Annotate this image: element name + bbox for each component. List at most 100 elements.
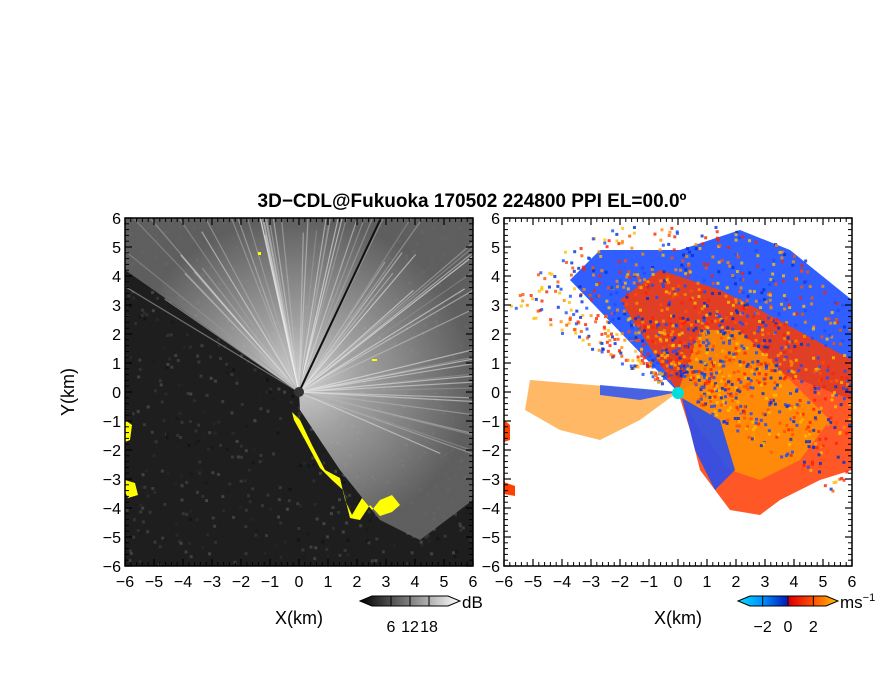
velocity-pixel [770, 369, 774, 373]
velocity-pixel [702, 319, 706, 323]
velocity-pixel [606, 286, 610, 290]
velocity-pixel [742, 305, 746, 309]
velocity-pixel [559, 287, 563, 291]
velocity-pixel [617, 260, 621, 264]
noise-pixel [178, 412, 182, 416]
noise-pixel [219, 443, 223, 447]
echo-ray [298, 218, 359, 393]
velocity-pixel [732, 337, 736, 341]
noise-pixel [226, 448, 230, 452]
noise-pixel [154, 389, 158, 393]
velocity-pixel [790, 450, 794, 454]
velocity-pixel [649, 361, 653, 365]
velocity-pixel [794, 339, 798, 343]
velocity-pixel [745, 424, 749, 428]
velocity-pixel [534, 297, 538, 301]
velocity-pixel [750, 437, 754, 441]
noise-pixel [166, 362, 170, 366]
noise-pixel [256, 535, 260, 539]
velocity-pixel [598, 341, 602, 345]
velocity-pixel [789, 349, 793, 353]
noise-pixel [331, 526, 335, 530]
velocity-pixel [672, 360, 676, 364]
velocity-pixel [734, 349, 738, 353]
velocity-pixel [754, 240, 758, 244]
velocity-pixel [718, 393, 722, 397]
velocity-pixel [678, 356, 682, 360]
velocity-pixel [671, 330, 675, 334]
noise-pixel [189, 555, 193, 559]
velocity-pixel [620, 346, 624, 350]
noise-pixel [184, 550, 188, 554]
velocity-pixel [667, 233, 671, 237]
velocity-pixel [748, 271, 752, 275]
velocity-pixel [640, 350, 644, 354]
noise-pixel [443, 534, 447, 538]
velocity-pixel [769, 277, 773, 281]
echo-ray [201, 231, 300, 393]
velocity-pixel [701, 368, 705, 372]
noise-pixel [211, 516, 215, 520]
velocity-pixel [662, 351, 666, 355]
noise-pixel [325, 453, 329, 457]
velocity-pixel [695, 370, 699, 374]
velocity-pixel [681, 322, 685, 326]
velocity-pixel [638, 308, 642, 312]
velocity-pixel [757, 319, 761, 323]
velocity-pixel [741, 429, 745, 433]
velocity-pixel [531, 297, 535, 301]
noise-pixel [230, 455, 234, 459]
velocity-pixel [720, 386, 724, 390]
echo-ray [298, 241, 473, 393]
noise-pixel [283, 540, 287, 544]
velocity-pixel [756, 254, 760, 258]
velocity-pixel [664, 290, 668, 294]
velocity-pixel [767, 432, 771, 436]
noise-pixel [368, 518, 372, 522]
velocity-pixel [745, 346, 749, 350]
velocity-pixel [763, 377, 767, 381]
velocity-pixel [812, 385, 816, 389]
noise-pixel [162, 419, 166, 423]
velocity-pixel [783, 307, 787, 311]
velocity-pixel [781, 260, 785, 264]
velocity-pixel [725, 316, 729, 320]
noise-pixel [222, 509, 226, 513]
velocity-pixel [694, 247, 698, 251]
velocity-pixel [693, 348, 697, 352]
velocity-pixel [605, 340, 609, 344]
velocity-pixel [653, 358, 657, 362]
noise-pixel [178, 391, 182, 395]
velocity-pixel [728, 374, 732, 378]
velocity-pixel [686, 327, 690, 331]
velocity-pixel [754, 299, 758, 303]
velocity-pixel [706, 331, 710, 335]
velocity-pixel [818, 470, 822, 474]
y-tick-label: −3 [482, 472, 500, 489]
noise-pixel [158, 545, 162, 549]
velocity-pixel [643, 327, 647, 331]
velocity-pixel [632, 323, 636, 327]
velocity-pixel [661, 243, 665, 247]
velocity-pixel [794, 323, 798, 327]
velocity-pixel [683, 320, 687, 324]
noise-pixel [312, 479, 316, 483]
echo-ray [298, 391, 473, 403]
velocity-pixel [682, 266, 686, 270]
velocity-pixel [732, 357, 736, 361]
noise-pixel [358, 499, 362, 503]
velocity-pixel [694, 326, 698, 330]
velocity-pixel [771, 398, 775, 402]
colorbar-tick-label: 2 [809, 619, 818, 636]
velocity-pixel [509, 304, 513, 308]
velocity-pixel [670, 256, 674, 260]
velocity-pixel [751, 432, 755, 436]
velocity-pixel [814, 418, 818, 422]
velocity-pixel [712, 344, 716, 348]
echo-ray [280, 218, 300, 393]
velocity-pixel [675, 372, 679, 376]
noise-pixel [335, 547, 339, 551]
noise-pixel [177, 383, 181, 387]
velocity-pixel [703, 382, 707, 386]
velocity-pixel [743, 411, 747, 415]
